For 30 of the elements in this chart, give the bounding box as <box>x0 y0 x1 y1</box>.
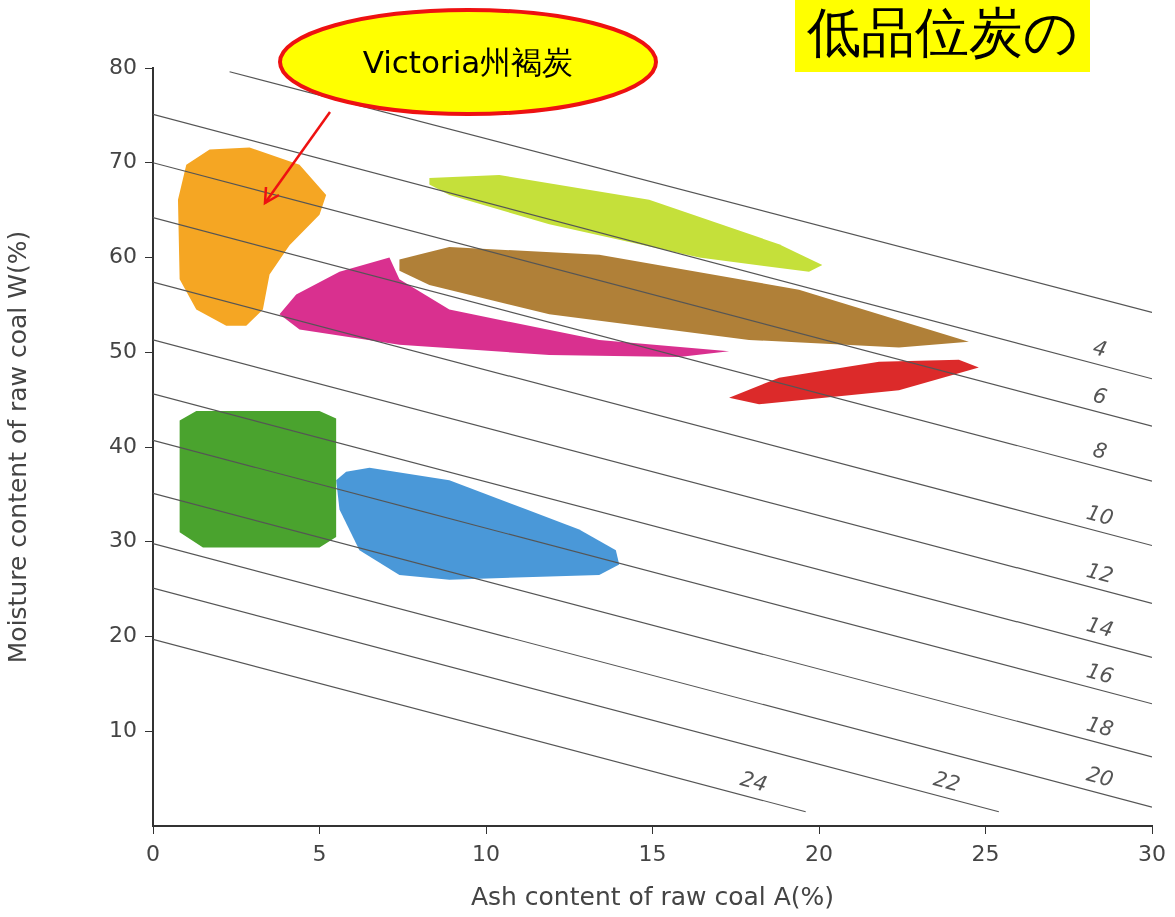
text: 16 <box>1084 658 1116 689</box>
x-tick-label: 10 <box>472 840 500 866</box>
text: 12 <box>1084 558 1116 589</box>
text: 6 <box>1090 382 1110 410</box>
y-tick-label: 50 <box>109 337 137 363</box>
y-tick-label: 70 <box>109 148 137 174</box>
text: 4 <box>1090 335 1110 362</box>
y-tick-label: 30 <box>109 527 137 553</box>
text: 8 <box>1090 437 1110 465</box>
x-tick-label: 15 <box>638 840 667 866</box>
y-axis-title: Moisture content of raw coal W(%) <box>2 230 32 664</box>
y-tick-label: 80 <box>109 53 137 79</box>
chart-title: 低品位炭の <box>795 0 1090 72</box>
x-axis-title: Ash content of raw coal A(%) <box>470 881 835 911</box>
y-tick-label: 10 <box>109 716 137 742</box>
text: 10 <box>1084 500 1116 531</box>
x-tick-label: 0 <box>146 840 160 866</box>
text: 18 <box>1084 711 1116 742</box>
x-tick-label: 25 <box>971 840 1000 866</box>
text: 22 <box>930 766 963 797</box>
y-tick-label: 40 <box>109 432 137 458</box>
x-tick-label: 5 <box>312 840 327 866</box>
y-tick-label: 60 <box>109 243 137 269</box>
y-tick-label: 20 <box>109 622 137 648</box>
annotation: Victoria州褐炭 <box>361 43 575 82</box>
x-tick-label: 30 <box>1138 840 1166 866</box>
text: 20 <box>1084 761 1116 792</box>
text: 14 <box>1084 612 1116 643</box>
x-tick-label: 20 <box>805 840 833 866</box>
text: 24 <box>737 766 770 797</box>
